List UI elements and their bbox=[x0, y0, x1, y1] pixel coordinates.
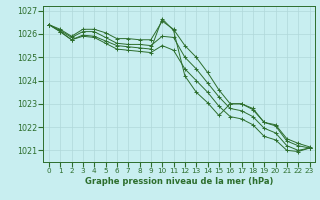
X-axis label: Graphe pression niveau de la mer (hPa): Graphe pression niveau de la mer (hPa) bbox=[85, 177, 273, 186]
